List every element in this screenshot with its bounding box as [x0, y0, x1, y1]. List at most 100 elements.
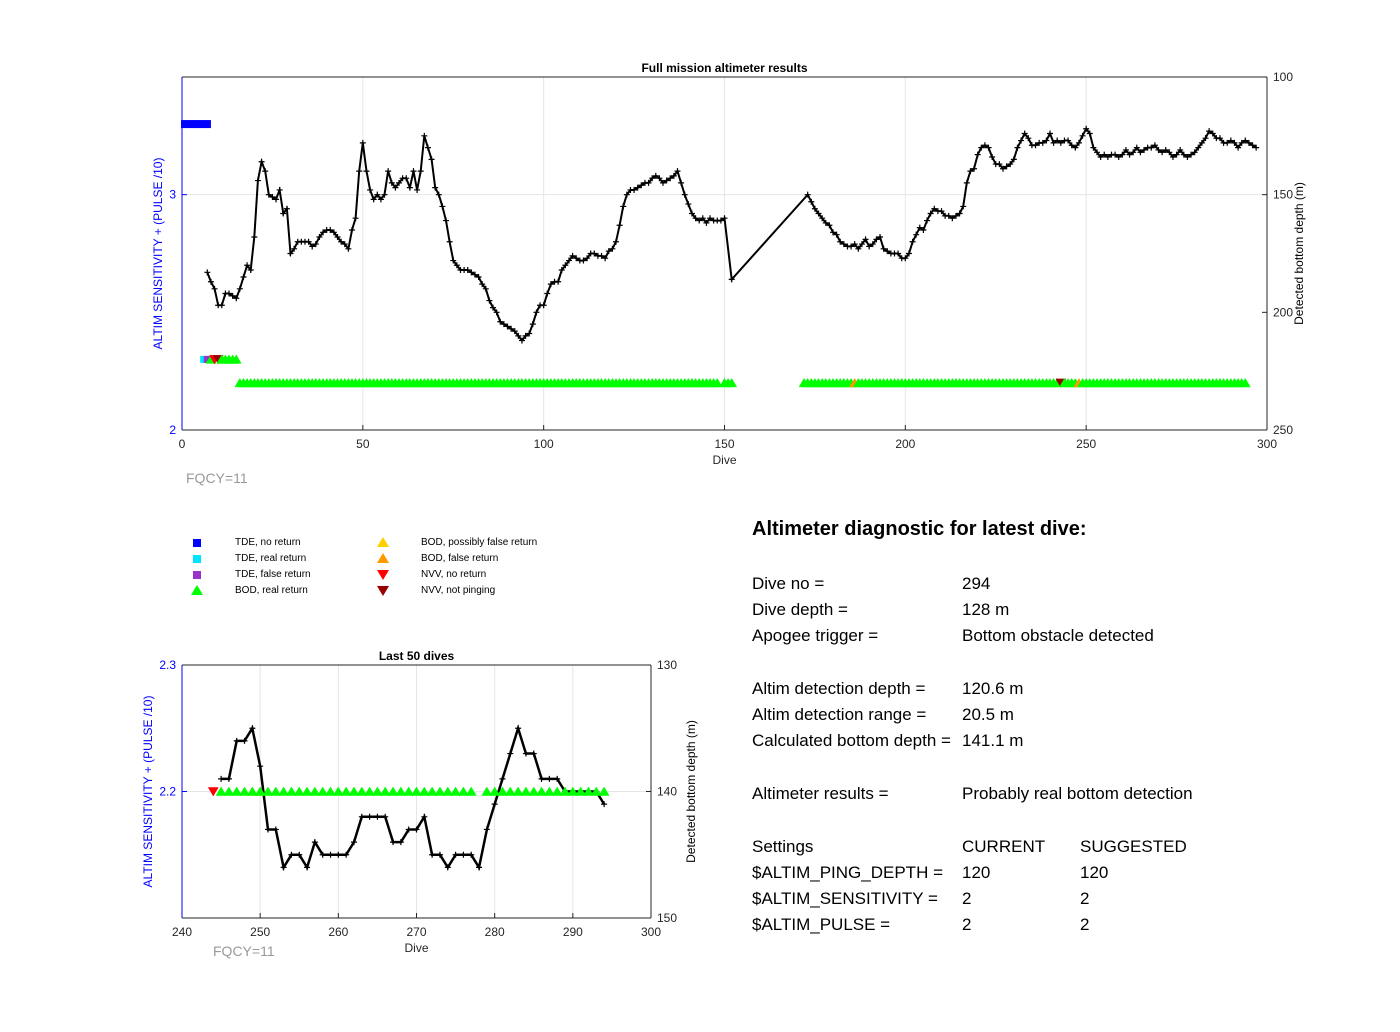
bottom-depth-point	[468, 851, 475, 858]
status-marker	[528, 786, 540, 796]
bottom-depth-point	[963, 179, 970, 186]
bottom-depth-point	[450, 257, 457, 264]
status-marker	[543, 786, 555, 796]
bottom-depth-point	[515, 725, 522, 732]
bottom-depth-point	[291, 245, 298, 252]
bottom-depth-point	[851, 241, 858, 248]
bottom-depth-point	[1126, 151, 1133, 158]
x-tick-label: 240	[172, 925, 192, 939]
bottom-depth-point	[562, 262, 569, 269]
status-marker	[504, 786, 516, 796]
bottom-depth-point	[280, 210, 287, 217]
bottom-depth-point	[319, 851, 326, 858]
bottom-depth-point	[902, 255, 909, 262]
bottom-depth-point	[989, 154, 996, 161]
bottom-depth-point	[623, 191, 630, 198]
bottom-depth-point	[428, 156, 435, 163]
bottom-depth-point	[396, 179, 402, 186]
bottom-depth-point	[1018, 137, 1025, 144]
bottom-depth-point	[500, 321, 507, 328]
bottom-depth-point	[1039, 139, 1046, 146]
bottom-depth-point	[877, 234, 884, 241]
bottom-depth-point	[432, 184, 439, 191]
status-marker	[450, 786, 462, 796]
bottom-depth-point	[374, 813, 381, 820]
bottom-depth-point	[507, 750, 514, 757]
bottom-depth-point	[1159, 149, 1166, 156]
status-marker	[465, 786, 477, 796]
status-marker	[575, 786, 587, 796]
x-tick-label: 280	[485, 925, 505, 939]
bottom-depth-point	[811, 205, 818, 212]
bottom-depth-point	[1086, 130, 1093, 137]
bottom-depth-point	[417, 168, 424, 175]
bottom-depth-point	[681, 191, 688, 198]
bottom-depth-point	[1083, 125, 1090, 132]
bottom-depth-point	[529, 321, 536, 328]
bottom-depth-point	[601, 801, 608, 808]
bottom-depth-point	[1079, 132, 1086, 139]
status-marker	[411, 786, 422, 796]
bottom-depth-point	[257, 763, 264, 770]
x-tick-label: 150	[714, 437, 734, 451]
bottom-depth-point	[475, 274, 482, 281]
bottom-depth-point	[554, 775, 561, 782]
x-axis-label: Dive	[712, 453, 736, 467]
bottom-depth-point	[1054, 137, 1061, 144]
bottom-depth-point	[486, 297, 493, 304]
bottom-depth-point	[343, 851, 350, 858]
bottom-depth-point	[526, 330, 533, 337]
square-icon	[193, 555, 201, 563]
bottom-depth-point	[938, 208, 945, 215]
bottom-depth-point	[670, 172, 677, 179]
chart-title: Full mission altimeter results	[641, 61, 807, 75]
bottom-depth-point	[1209, 130, 1216, 137]
bottom-depth-point	[1151, 142, 1158, 149]
status-marker	[711, 377, 723, 388]
bottom-depth-point	[667, 175, 674, 182]
status-marker	[457, 786, 469, 796]
bottom-depth-point	[652, 172, 659, 179]
bottom-depth-point	[482, 285, 489, 292]
y-right-tick-label: 140	[657, 785, 677, 799]
bottom-depth-point	[631, 186, 638, 193]
bottom-depth-point	[338, 238, 345, 245]
y-left-tick-label: 3	[169, 188, 176, 202]
bottom-depth-point	[1130, 149, 1137, 156]
status-marker	[230, 354, 242, 364]
bottom-depth-point	[497, 318, 504, 325]
bottom-depth-point	[1122, 146, 1129, 153]
bottom-depth-point	[1101, 151, 1108, 158]
bottom-depth-point	[316, 234, 323, 241]
bottom-depth-point	[468, 269, 475, 276]
bottom-depth-point	[233, 737, 240, 744]
bottom-depth-point	[830, 229, 836, 236]
bottom-depth-point	[728, 276, 735, 283]
bottom-depth-point	[226, 290, 233, 297]
bottom-depth-point	[452, 851, 459, 858]
bottom-depth-point	[949, 215, 956, 222]
status-marker	[231, 786, 243, 796]
bottom-depth-point	[483, 826, 490, 833]
bottom-depth-point	[1025, 135, 1032, 142]
x-tick-label: 50	[356, 437, 370, 451]
tde-no-return-marker	[195, 120, 201, 129]
status-marker	[418, 786, 430, 796]
y-left-tick-label: 2.2	[159, 785, 176, 799]
bottom-depth-point	[413, 826, 420, 833]
bottom-depth-point	[905, 250, 912, 257]
bottom-depth-point	[678, 179, 685, 186]
bottom-depth-point	[674, 168, 681, 175]
bottom-depth-point	[840, 241, 847, 248]
bottom-depth-point	[1198, 139, 1205, 146]
bottom-depth-point	[207, 278, 214, 285]
x-tick-label: 290	[563, 925, 583, 939]
bottom-depth-point	[1155, 146, 1162, 153]
bottom-depth-point	[410, 168, 417, 175]
bottom-depth-point	[862, 236, 869, 243]
bottom-depth-point	[436, 851, 443, 858]
status-marker	[301, 786, 313, 796]
bottom-depth-point	[320, 229, 327, 236]
bottom-depth-point	[804, 191, 811, 198]
